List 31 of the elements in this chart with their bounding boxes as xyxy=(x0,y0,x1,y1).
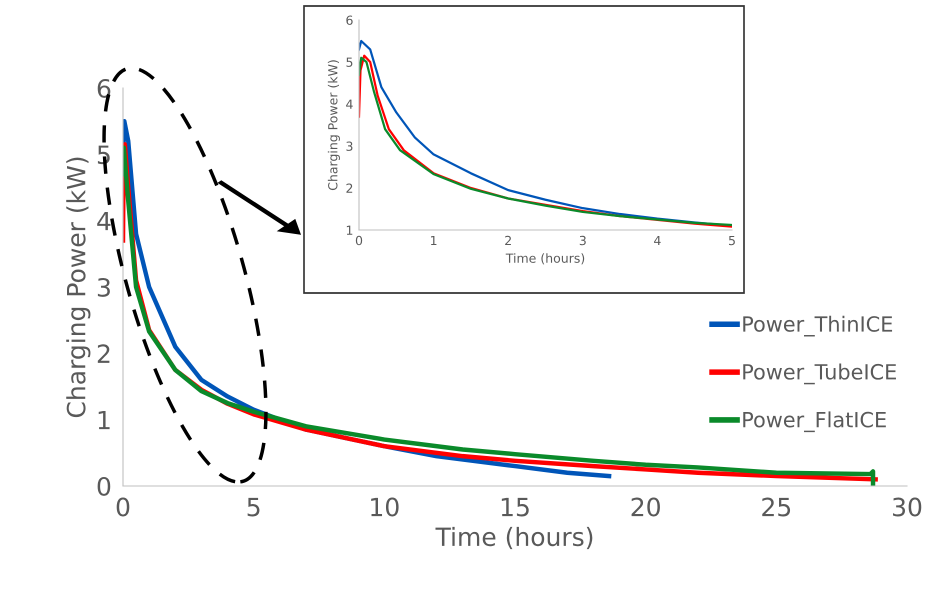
x-tick-label: 0 xyxy=(356,236,362,246)
x-tick-label: 10 xyxy=(371,498,399,516)
x-tick-label: 30 xyxy=(893,498,922,516)
y-tick-label: 1 xyxy=(346,226,352,235)
x-tick-label: 15 xyxy=(502,498,529,516)
y-tick-label: 0 xyxy=(98,476,110,496)
x-tick-label: 4 xyxy=(654,236,661,246)
x-tick-label: 1 xyxy=(430,236,436,246)
legend-label: Power_FlatICE xyxy=(743,411,886,432)
x-axis-title: Time (hours) xyxy=(435,526,592,550)
y-tick-label: 6 xyxy=(346,15,353,25)
y-axis-title: Charging Power (kW) xyxy=(66,158,90,418)
legend-label: Power_ThinICE xyxy=(743,316,892,336)
y-tick-label: 3 xyxy=(98,278,110,297)
y-tick-label: 2 xyxy=(346,183,352,193)
y-tick-label: 3 xyxy=(346,141,352,151)
x-tick-label: 5 xyxy=(728,236,735,246)
y-axis-title: Charging Power (kW) xyxy=(328,60,340,190)
x-tick-label: 20 xyxy=(632,498,660,516)
y-tick-label: 4 xyxy=(97,212,110,230)
y-tick-label: 5 xyxy=(346,58,352,67)
x-tick-label: 3 xyxy=(580,236,586,246)
x-tick-label: 5 xyxy=(248,498,260,516)
y-tick-label: 1 xyxy=(98,410,110,430)
x-tick-label: 0 xyxy=(116,498,130,516)
x-tick-label: 25 xyxy=(762,498,790,516)
y-tick-label: 2 xyxy=(98,344,110,363)
x-tick-label: 2 xyxy=(505,236,511,246)
y-tick-label: 4 xyxy=(346,100,353,109)
x-axis-title: Time (hours) xyxy=(506,253,584,264)
legend-label: Power_TubeICE xyxy=(743,364,896,384)
